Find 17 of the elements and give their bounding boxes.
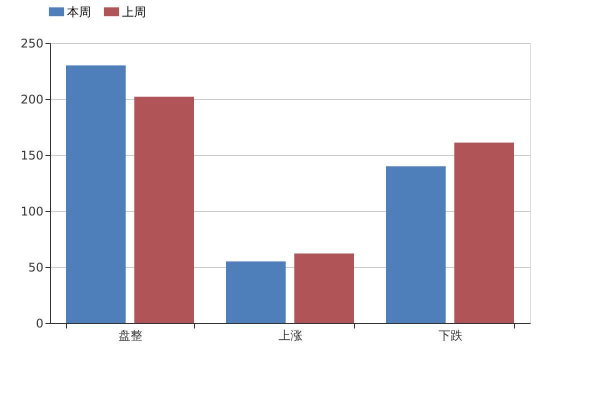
x-tick-label: 下跌 xyxy=(438,328,462,342)
bar xyxy=(134,96,194,323)
y-tick-label: 50 xyxy=(28,260,44,274)
bar xyxy=(226,261,286,323)
bar xyxy=(294,254,354,323)
y-tick-label: 100 xyxy=(20,204,44,218)
y-tick-label: 0 xyxy=(36,316,44,330)
y-tick-label: 200 xyxy=(20,92,44,106)
bar xyxy=(386,166,446,323)
bar xyxy=(66,65,126,323)
y-tick-label: 150 xyxy=(20,148,44,162)
y-tick-label: 250 xyxy=(20,36,44,50)
x-tick-label: 上涨 xyxy=(278,328,302,342)
bar xyxy=(454,142,514,323)
legend-label: 本周 xyxy=(67,4,91,19)
legend-label: 上周 xyxy=(122,4,146,19)
x-tick-label: 盘整 xyxy=(118,328,142,342)
